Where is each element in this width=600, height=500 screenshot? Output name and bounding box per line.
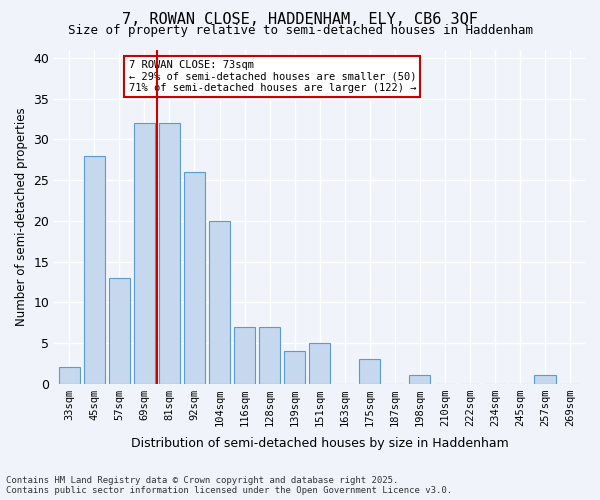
Bar <box>159 123 180 384</box>
Text: 7 ROWAN CLOSE: 73sqm
← 29% of semi-detached houses are smaller (50)
71% of semi-: 7 ROWAN CLOSE: 73sqm ← 29% of semi-detac… <box>128 60 416 93</box>
Bar <box>134 123 155 384</box>
X-axis label: Distribution of semi-detached houses by size in Haddenham: Distribution of semi-detached houses by … <box>131 437 509 450</box>
Bar <box>284 351 305 384</box>
Bar <box>209 221 230 384</box>
Text: Contains HM Land Registry data © Crown copyright and database right 2025.
Contai: Contains HM Land Registry data © Crown c… <box>6 476 452 495</box>
Y-axis label: Number of semi-detached properties: Number of semi-detached properties <box>15 108 28 326</box>
Text: 7, ROWAN CLOSE, HADDENHAM, ELY, CB6 3QF: 7, ROWAN CLOSE, HADDENHAM, ELY, CB6 3QF <box>122 12 478 28</box>
Text: Size of property relative to semi-detached houses in Haddenham: Size of property relative to semi-detach… <box>67 24 533 37</box>
Bar <box>84 156 105 384</box>
Bar <box>59 368 80 384</box>
Bar <box>109 278 130 384</box>
Bar <box>409 376 430 384</box>
Bar <box>535 376 556 384</box>
Bar <box>184 172 205 384</box>
Bar <box>359 359 380 384</box>
Bar <box>309 343 330 384</box>
Bar <box>259 326 280 384</box>
Bar <box>234 326 255 384</box>
